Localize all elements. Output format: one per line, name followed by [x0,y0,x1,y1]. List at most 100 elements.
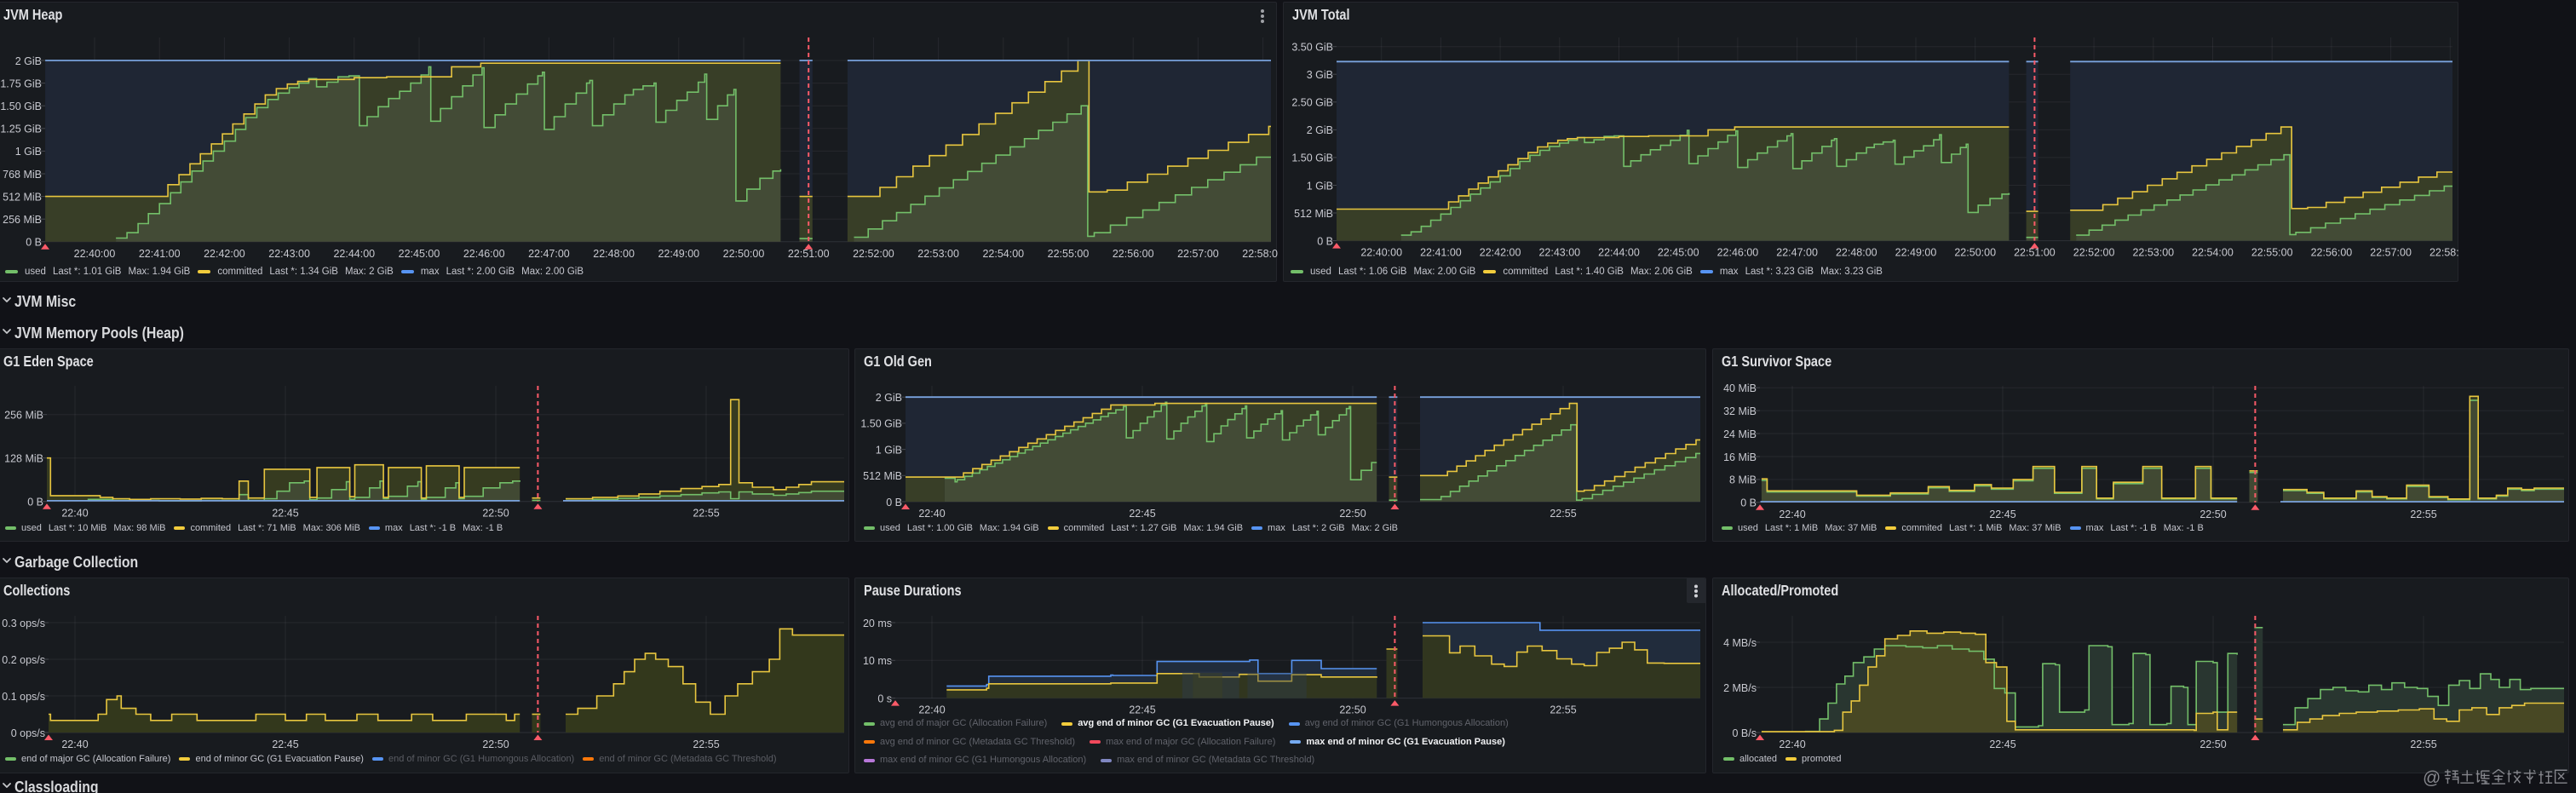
svg-text:22:50: 22:50 [482,738,509,750]
svg-text:22:41:00: 22:41:00 [1420,247,1462,259]
svg-text:0 B: 0 B [26,237,42,249]
svg-text:22:57:00: 22:57:00 [2370,247,2412,259]
svg-text:0 B: 0 B [1740,497,1757,509]
svg-text:0.1 ops/s: 0.1 ops/s [2,691,45,703]
svg-text:32 MiB: 32 MiB [1723,405,1757,417]
svg-text:0 B: 0 B [27,497,43,509]
svg-text:3.50 GiB: 3.50 GiB [1291,42,1333,54]
svg-text:256 MiB: 256 MiB [3,214,42,226]
svg-text:22:55: 22:55 [1550,704,1576,716]
svg-text:22:50: 22:50 [1339,704,1366,716]
svg-text:22:45: 22:45 [1129,704,1155,716]
svg-text:22:53:00: 22:53:00 [917,248,959,260]
svg-text:22:45:00: 22:45:00 [399,248,440,260]
svg-text:22:47:00: 22:47:00 [528,248,570,260]
svg-text:22:45:00: 22:45:00 [1658,247,1699,259]
svg-text:22:42:00: 22:42:00 [204,248,245,260]
svg-text:512 MiB: 512 MiB [1294,208,1333,220]
svg-text:256 MiB: 256 MiB [4,410,43,422]
svg-text:4 MB/s: 4 MB/s [1723,637,1757,649]
svg-text:22:57:00: 22:57:00 [1177,248,1219,260]
svg-text:16 MiB: 16 MiB [1723,451,1757,463]
svg-text:22:50: 22:50 [2199,738,2226,750]
svg-text:0 ops/s: 0 ops/s [11,727,45,739]
svg-text:22:43:00: 22:43:00 [268,248,310,260]
svg-text:22:56:00: 22:56:00 [1113,248,1154,260]
svg-text:22:40: 22:40 [918,508,945,520]
svg-text:22:50:00: 22:50:00 [1954,247,1996,259]
svg-text:22:42:00: 22:42:00 [1480,247,1521,259]
svg-text:22:55:00: 22:55:00 [2251,247,2293,259]
svg-text:1 GiB: 1 GiB [15,146,42,158]
svg-text:22:50:00: 22:50:00 [723,248,765,260]
svg-text:22:51:00: 22:51:00 [788,248,830,260]
svg-text:22:52:00: 22:52:00 [853,248,894,260]
svg-text:22:55: 22:55 [2410,738,2436,750]
svg-text:0 s: 0 s [877,692,892,704]
svg-text:22:46:00: 22:46:00 [1717,247,1759,259]
svg-text:22:45: 22:45 [272,738,298,750]
svg-text:0 B: 0 B [1317,235,1333,247]
svg-text:768 MiB: 768 MiB [3,169,42,181]
svg-text:24 MiB: 24 MiB [1723,428,1757,440]
svg-text:22:51:00: 22:51:00 [2014,247,2056,259]
svg-text:2.50 GiB: 2.50 GiB [1291,97,1333,109]
svg-text:22:50: 22:50 [482,508,509,520]
svg-text:22:54:00: 22:54:00 [982,248,1024,260]
svg-text:22:49:00: 22:49:00 [1895,247,1937,259]
svg-text:22:41:00: 22:41:00 [139,248,181,260]
svg-text:8 MiB: 8 MiB [1729,474,1757,486]
svg-text:22:43:00: 22:43:00 [1538,247,1580,259]
svg-text:22:55: 22:55 [693,508,719,520]
svg-text:22:44:00: 22:44:00 [333,248,375,260]
svg-text:22:40:00: 22:40:00 [74,248,116,260]
svg-text:128 MiB: 128 MiB [4,453,43,465]
svg-text:512 MiB: 512 MiB [863,470,902,482]
svg-text:22:50: 22:50 [2199,509,2226,520]
svg-text:22:40:00: 22:40:00 [1360,247,1402,259]
svg-text:1 GiB: 1 GiB [1307,180,1333,192]
svg-text:22:45: 22:45 [272,508,298,520]
svg-text:22:54:00: 22:54:00 [2192,247,2234,259]
svg-text:22:46:00: 22:46:00 [463,248,505,260]
svg-text:2 GiB: 2 GiB [15,55,42,67]
svg-text:22:45: 22:45 [1989,509,2015,520]
svg-text:512 MiB: 512 MiB [3,191,42,203]
svg-text:20 ms: 20 ms [863,618,892,629]
svg-text:22:56:00: 22:56:00 [2311,247,2353,259]
svg-text:1.50 GiB: 1.50 GiB [0,101,42,112]
svg-text:0.2 ops/s: 0.2 ops/s [2,654,45,666]
svg-text:22:48:00: 22:48:00 [593,248,635,260]
svg-text:22:40: 22:40 [61,508,88,520]
svg-text:1.25 GiB: 1.25 GiB [0,124,42,135]
svg-text:22:55: 22:55 [2410,509,2436,520]
svg-text:22:40: 22:40 [1779,509,1805,520]
svg-text:40 MiB: 40 MiB [1723,382,1757,394]
svg-text:0 B: 0 B [886,497,902,509]
svg-text:22:45: 22:45 [1989,738,2015,750]
svg-text:22:55: 22:55 [1550,508,1576,520]
svg-text:22:48:00: 22:48:00 [1836,247,1877,259]
svg-text:1.50 GiB: 1.50 GiB [860,418,902,430]
svg-text:0.3 ops/s: 0.3 ops/s [2,618,45,629]
svg-text:22:50: 22:50 [1339,508,1366,520]
svg-text:22:40: 22:40 [1779,738,1805,750]
svg-text:22:45: 22:45 [1129,508,1155,520]
svg-text:22:52:00: 22:52:00 [2073,247,2115,259]
svg-text:3 GiB: 3 GiB [1307,69,1333,81]
svg-text:22:58:00: 22:58:00 [1242,248,1278,260]
svg-text:22:55: 22:55 [693,738,719,750]
svg-text:1 GiB: 1 GiB [876,444,902,456]
svg-text:1.75 GiB: 1.75 GiB [0,78,42,89]
svg-text:2 MB/s: 2 MB/s [1723,682,1757,694]
svg-text:22:58:00: 22:58:00 [2429,247,2459,259]
svg-text:22:53:00: 22:53:00 [2132,247,2174,259]
svg-text:2 GiB: 2 GiB [876,392,902,404]
svg-text:2 GiB: 2 GiB [1307,124,1333,136]
svg-text:0 B/s: 0 B/s [1733,727,1757,739]
svg-text:22:40: 22:40 [918,704,945,716]
svg-text:22:55:00: 22:55:00 [1048,248,1090,260]
svg-text:22:49:00: 22:49:00 [658,248,699,260]
svg-text:22:44:00: 22:44:00 [1598,247,1640,259]
svg-text:@: @ [2423,768,2441,788]
